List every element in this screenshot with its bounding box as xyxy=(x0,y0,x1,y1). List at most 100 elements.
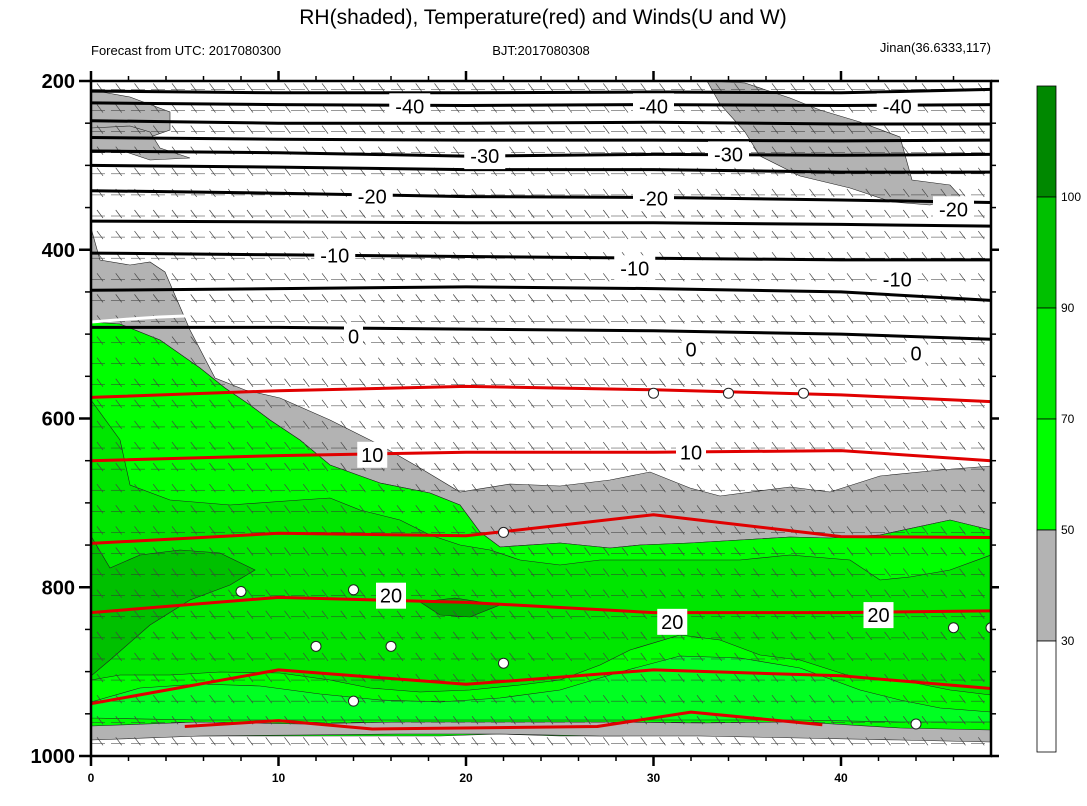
wind-barb xyxy=(865,399,873,409)
wind-barb xyxy=(696,652,704,662)
wind-barb xyxy=(752,737,760,746)
wind-barb xyxy=(752,315,760,324)
wind-barb xyxy=(827,505,835,514)
wind-barb xyxy=(997,737,1003,745)
wind-barb xyxy=(846,188,854,198)
wind-barb xyxy=(621,631,629,641)
wind-barb xyxy=(865,315,873,324)
wind-barb xyxy=(696,230,704,240)
wind-barb xyxy=(809,230,816,240)
wind-barb xyxy=(321,484,329,493)
wind-barb xyxy=(490,505,498,514)
wind-barb xyxy=(246,610,254,619)
colorbar-label: 90 xyxy=(1061,301,1075,315)
wind-barb xyxy=(284,125,291,134)
wind-barb xyxy=(977,125,985,134)
wind-barb xyxy=(265,652,273,662)
wind-barb xyxy=(115,441,123,451)
wind-barb xyxy=(471,336,479,345)
wind-barb xyxy=(771,336,779,345)
wind-barb xyxy=(452,83,460,92)
wind-barb xyxy=(302,652,310,662)
wind-barb xyxy=(134,547,141,556)
wind-barb xyxy=(471,568,479,577)
wind-barb xyxy=(396,357,404,366)
wind-barb xyxy=(940,547,948,556)
wind-barb xyxy=(171,230,179,240)
wind-barb xyxy=(452,505,460,514)
wind-barb xyxy=(190,716,198,725)
wind-barb xyxy=(509,737,516,746)
wind-barb xyxy=(809,589,816,598)
colorbar-swatch xyxy=(1036,529,1057,642)
wind-barb xyxy=(359,357,366,366)
wind-barb xyxy=(884,526,891,535)
wind-barb xyxy=(396,315,404,324)
wind-barb xyxy=(509,462,516,472)
wind-barb xyxy=(809,357,816,366)
wind-barb xyxy=(602,441,610,451)
wind-barb xyxy=(246,484,254,493)
wind-barb xyxy=(152,125,160,134)
wind-barb xyxy=(884,589,891,598)
wind-barb xyxy=(865,505,873,514)
wind-barb xyxy=(509,357,516,366)
wind-barb xyxy=(997,210,1003,218)
wind-barb xyxy=(134,336,141,345)
wind-barb xyxy=(246,167,254,177)
wind-barb xyxy=(827,273,835,282)
wind-barb xyxy=(752,568,760,577)
wind-barb xyxy=(321,273,329,282)
wind-barb xyxy=(940,737,948,746)
wind-barb xyxy=(997,484,1003,492)
wind-barb xyxy=(227,610,235,619)
wind-barb xyxy=(715,357,723,366)
wind-barb xyxy=(415,631,423,641)
wind-barb xyxy=(452,484,460,493)
wind-barb xyxy=(396,336,404,345)
wind-barb xyxy=(284,547,291,556)
wind-barb xyxy=(190,230,198,240)
wind-barb xyxy=(752,441,760,451)
wind-barb xyxy=(752,420,760,430)
wind-barb xyxy=(434,399,441,409)
wind-barb xyxy=(265,737,273,746)
contour-label-box xyxy=(376,582,406,609)
wind-barb xyxy=(152,547,160,556)
wind-barb xyxy=(677,526,685,535)
wind-barb xyxy=(527,462,535,472)
wind-barb xyxy=(321,357,329,366)
wind-barb xyxy=(827,568,835,577)
wind-barb xyxy=(340,315,348,324)
wind-barb xyxy=(134,167,141,177)
wind-barb xyxy=(134,209,141,219)
wind-barb xyxy=(959,716,966,725)
temperature-contour xyxy=(91,136,991,143)
wind-barb xyxy=(959,357,966,366)
wind-barb xyxy=(227,399,235,409)
wind-barb xyxy=(209,104,216,113)
wind-barb xyxy=(546,441,554,451)
wind-barb xyxy=(96,652,104,662)
wind-barb xyxy=(997,463,1003,471)
wind-barb xyxy=(415,209,423,219)
wind-barb xyxy=(171,209,179,219)
wind-barb xyxy=(284,378,291,387)
temperature-contour xyxy=(91,285,991,302)
wind-barb xyxy=(302,167,310,177)
wind-barb xyxy=(209,209,216,219)
wind-barb xyxy=(734,83,741,92)
wind-barb xyxy=(602,547,610,556)
wind-barb xyxy=(902,315,910,324)
wind-barb xyxy=(846,589,854,598)
wind-barb xyxy=(115,294,123,303)
wind-barb xyxy=(434,547,441,556)
contour-label-box xyxy=(389,93,431,120)
wind-barb xyxy=(284,315,291,324)
wind-barb xyxy=(115,209,123,219)
wind-barb xyxy=(884,378,891,387)
wind-barb xyxy=(490,378,498,387)
wind-barb xyxy=(565,125,573,134)
wind-barb xyxy=(96,378,104,387)
wind-barb xyxy=(771,589,779,598)
